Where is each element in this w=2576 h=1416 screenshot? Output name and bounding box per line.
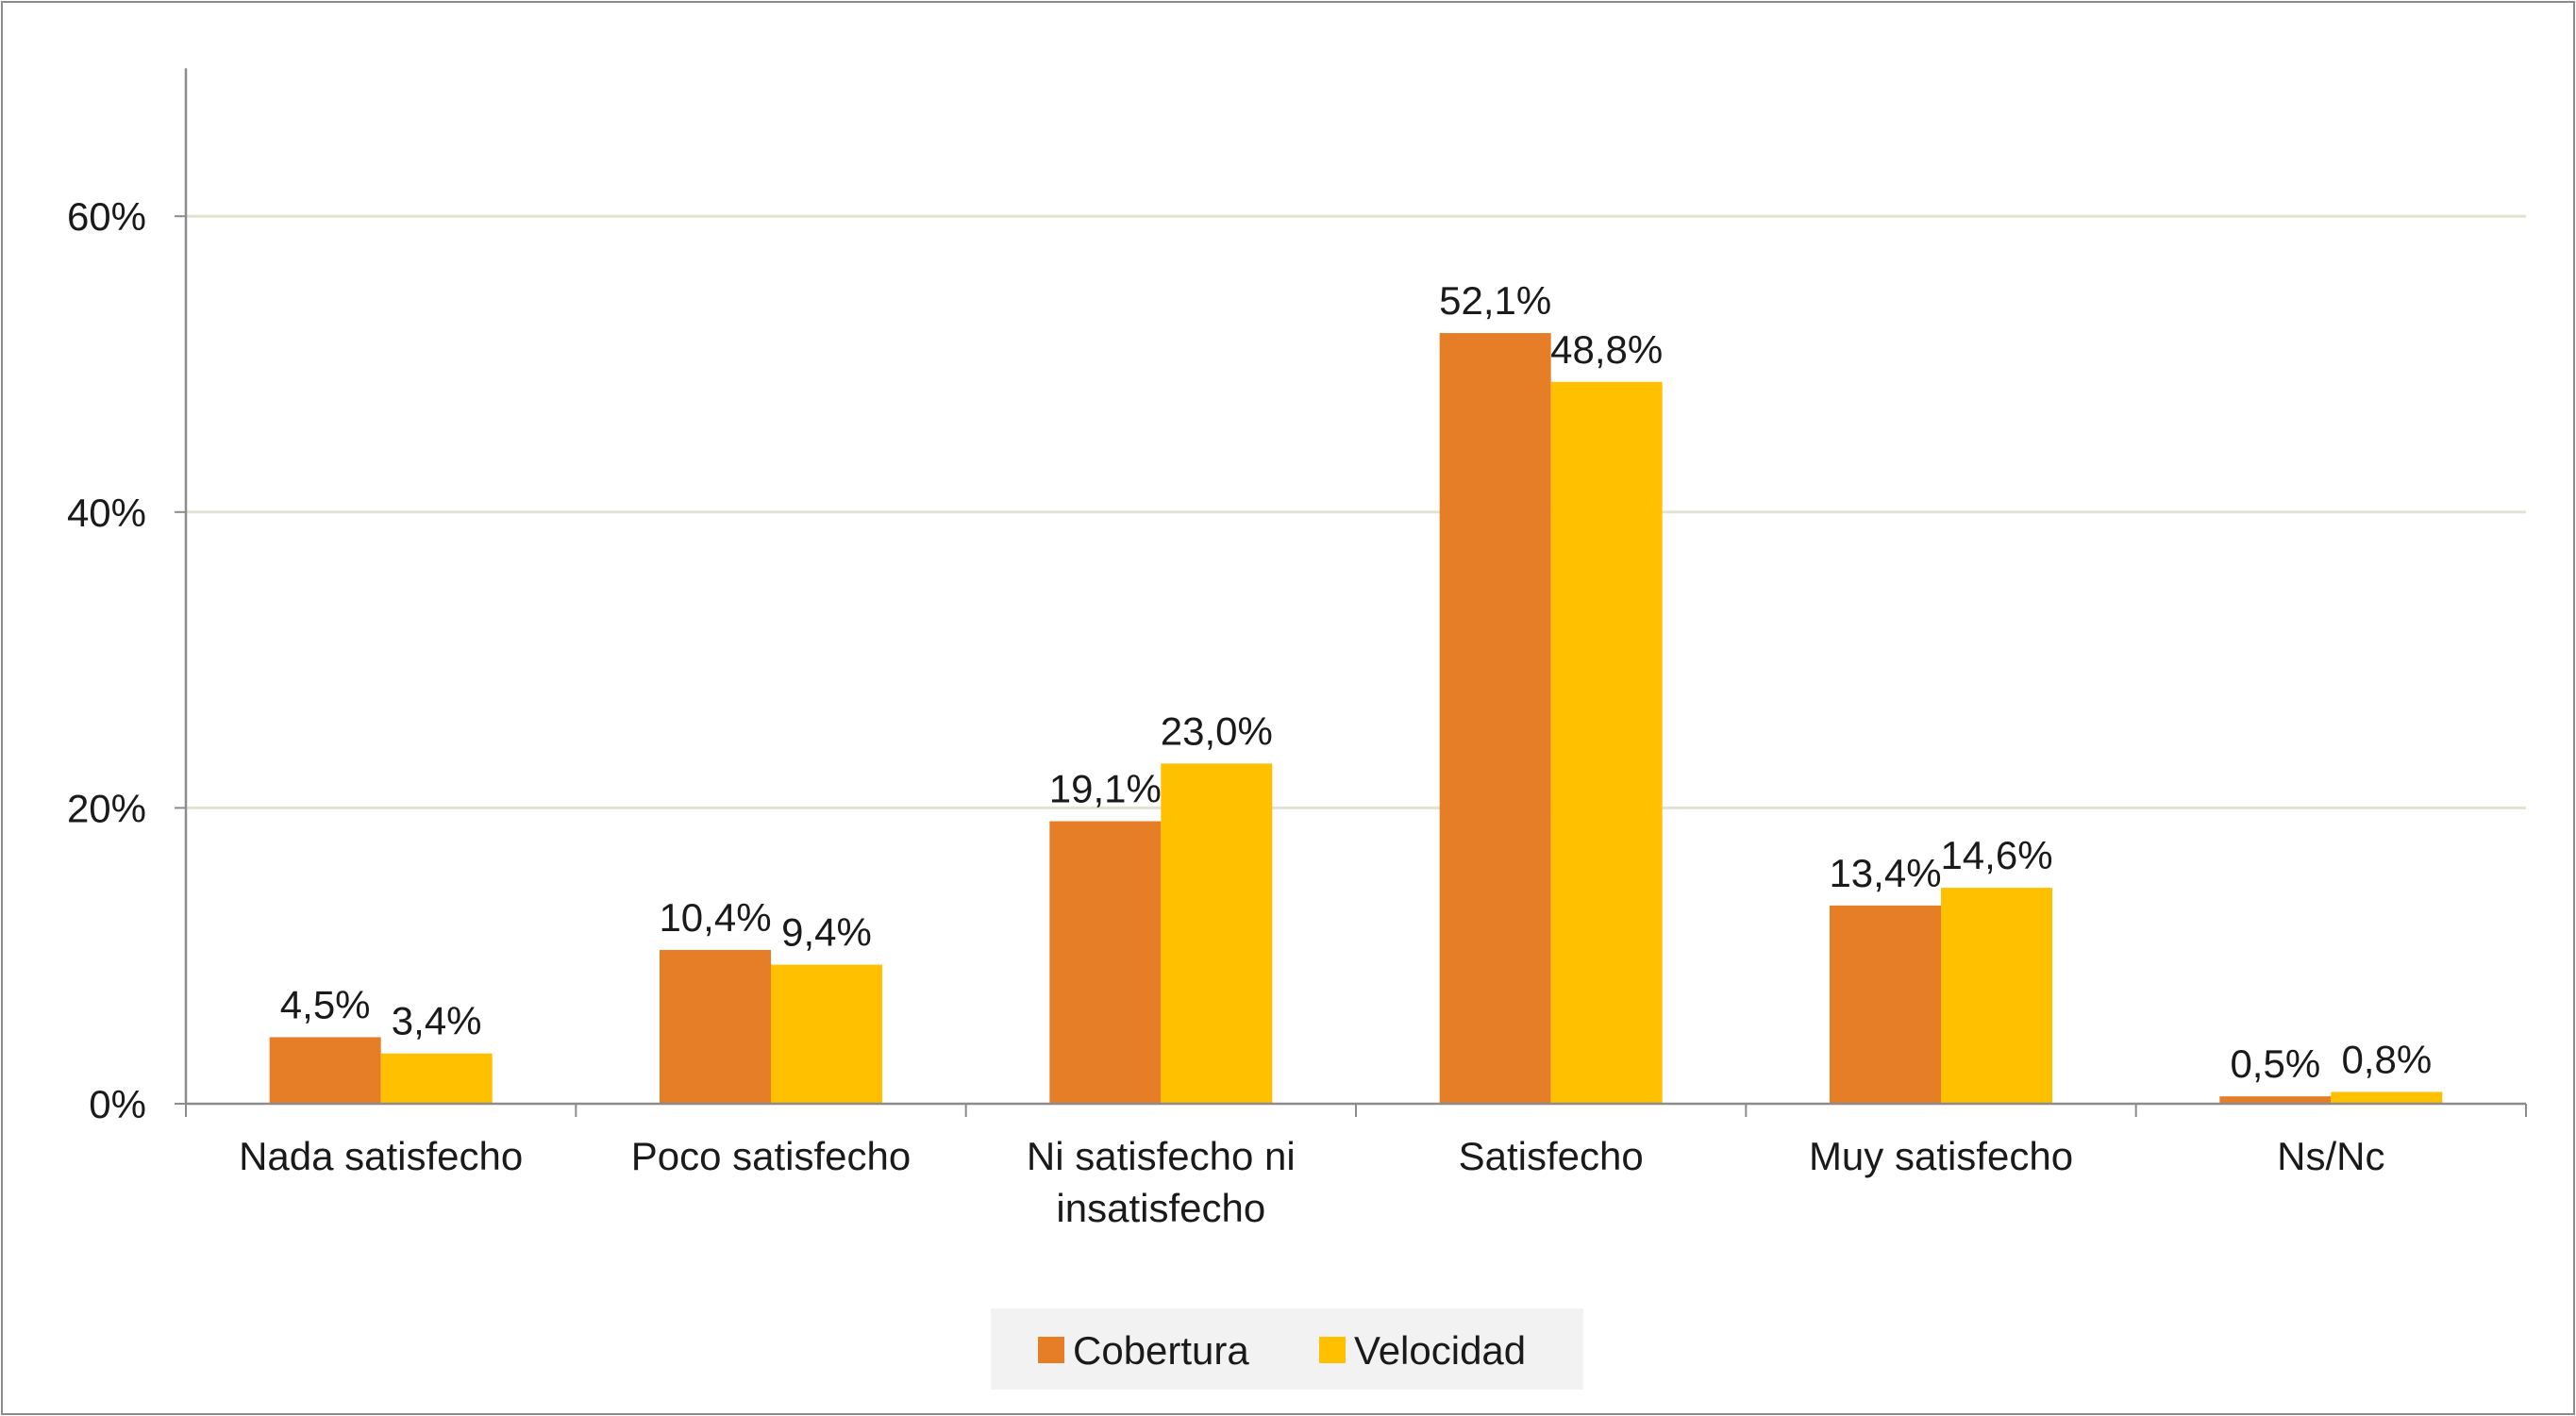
bar-cobertura: [1439, 333, 1551, 1104]
gridlines: [186, 214, 2526, 809]
bar-velocidad: [1550, 381, 1663, 1104]
x-tick-label: insatisfecho: [1056, 1186, 1265, 1230]
data-label: 10,4%: [659, 895, 771, 940]
data-label: 9,4%: [781, 910, 872, 955]
bar-velocidad: [1161, 763, 1273, 1104]
bar-cobertura: [660, 949, 771, 1104]
data-label: 19,1%: [1049, 767, 1162, 811]
x-tick-label: Satisfecho: [1459, 1134, 1644, 1178]
bar-velocidad: [771, 964, 882, 1104]
bar-velocidad: [2331, 1091, 2443, 1104]
x-tick-label: Muy satisfecho: [1809, 1134, 2073, 1178]
legend: Cobertura Velocidad: [991, 1308, 1583, 1390]
legend-box: [991, 1308, 1583, 1390]
bar-cobertura: [2219, 1096, 2332, 1104]
data-label: 23,0%: [1161, 708, 1273, 753]
y-tick-label: 0%: [89, 1082, 146, 1126]
x-tick-label: Ns/Nc: [2277, 1134, 2384, 1178]
bar-cobertura: [1049, 821, 1162, 1104]
data-label: 48,8%: [1550, 327, 1663, 372]
legend-label: Velocidad: [1354, 1328, 1526, 1373]
y-tick-label: 40%: [67, 491, 146, 535]
data-label: 52,1%: [1439, 278, 1551, 323]
data-label: 0,8%: [2341, 1037, 2432, 1081]
data-label: 3,4%: [392, 999, 482, 1043]
x-tick-label: Nada satisfecho: [239, 1134, 523, 1178]
y-tick-label: 60%: [67, 194, 146, 239]
data-label: 13,4%: [1829, 851, 1941, 895]
legend-label: Cobertura: [1073, 1328, 1249, 1373]
x-tick-label: Poco satisfecho: [631, 1134, 912, 1178]
axes: 0% 20% 40% 60% Nada satisfecho Poco satisfech…: [67, 68, 2527, 1230]
bar-velocidad: [380, 1053, 493, 1104]
data-label: 0,5%: [2230, 1041, 2320, 1086]
bars: [269, 333, 2443, 1104]
bar-velocidad: [1941, 888, 2052, 1104]
legend-swatch: [1319, 1337, 1346, 1363]
legend-swatch: [1038, 1337, 1064, 1363]
data-label: 14,6%: [1940, 833, 2052, 877]
x-tick-label: Ni satisfecho ni: [1027, 1134, 1296, 1178]
data-label: 4,5%: [280, 982, 371, 1026]
bar-cobertura: [269, 1037, 381, 1104]
bar-cobertura: [1830, 905, 1941, 1104]
data-labels: 4,5% 3,4% 10,4% 9,4% 19,1% 23,0% 52,1%48,8% 13,…: [280, 278, 2432, 1086]
y-tick-label: 20%: [67, 786, 146, 830]
